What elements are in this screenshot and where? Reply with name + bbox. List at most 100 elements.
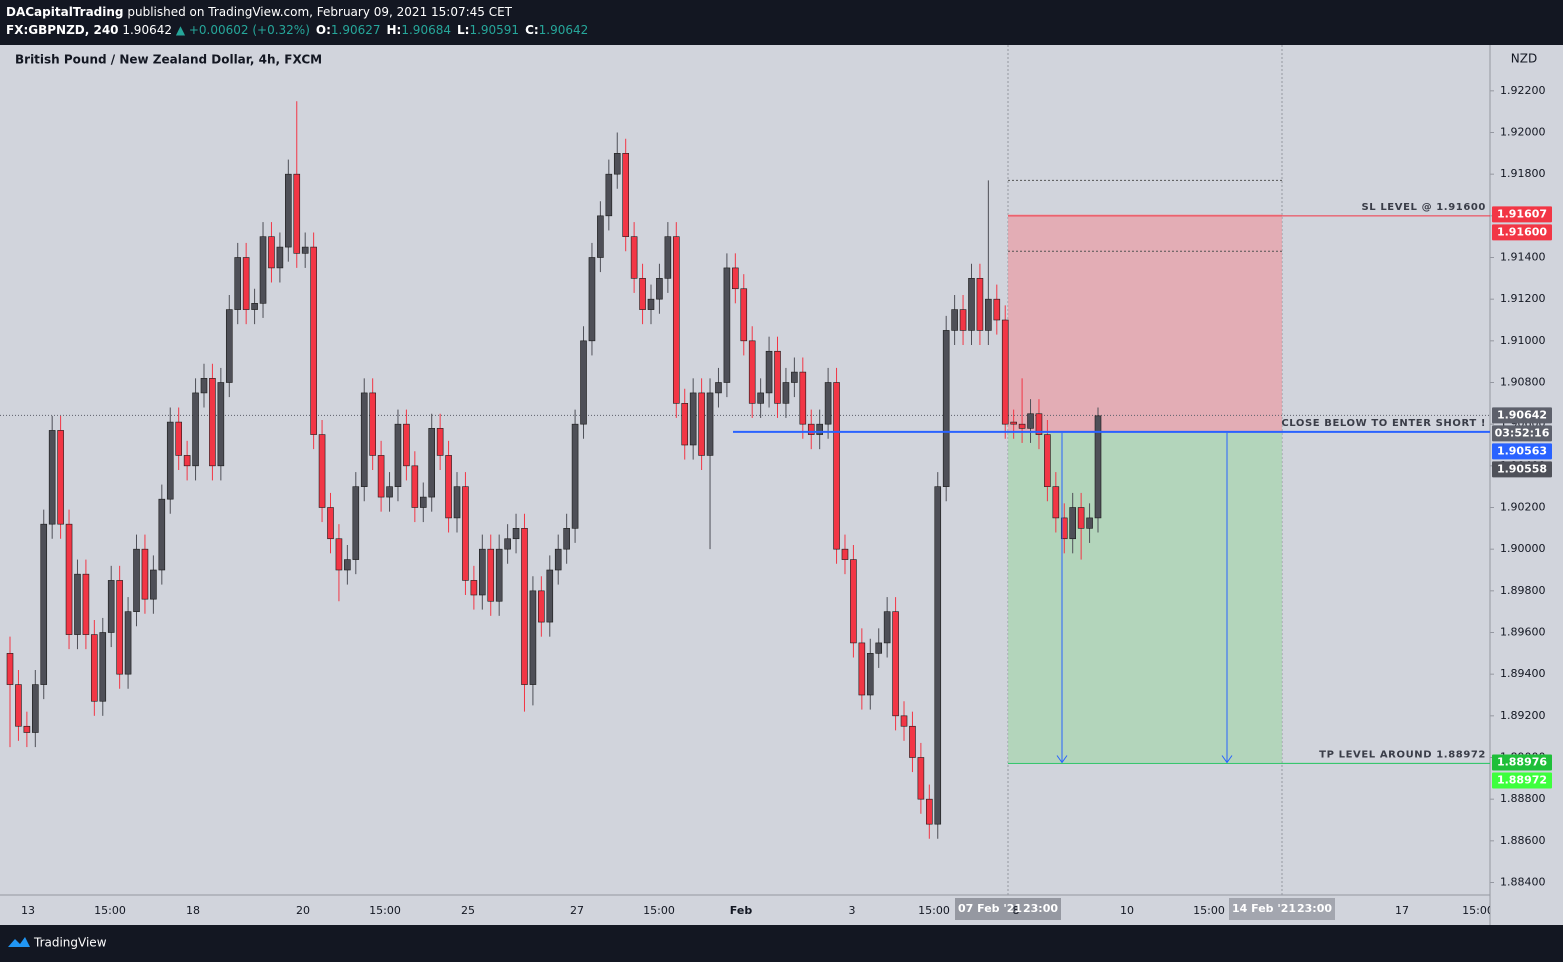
- x-tick-label: 10: [1120, 904, 1134, 917]
- candle-body: [774, 350, 781, 404]
- candle-body: [504, 538, 511, 550]
- candle-body: [630, 236, 638, 279]
- candle-body: [807, 423, 815, 435]
- candle-body: [462, 486, 469, 581]
- candle-body: [183, 455, 191, 467]
- candle-body: [959, 309, 967, 331]
- candle-body: [386, 486, 393, 498]
- candle-body: [1052, 486, 1060, 519]
- y-tick-label: 1.91400: [1500, 251, 1546, 264]
- candle-body: [133, 548, 140, 612]
- symbol: FX:GBPNZD, 240: [6, 23, 119, 37]
- candle-body: [327, 507, 334, 540]
- candle-body: [850, 559, 857, 644]
- x-tick-label: 27: [570, 904, 584, 917]
- candle-body: [276, 246, 284, 269]
- candle-body: [344, 559, 351, 571]
- field-label: L:: [457, 23, 469, 37]
- x-tick-label: 18: [186, 904, 200, 917]
- price-label: 1.90563: [1497, 444, 1547, 457]
- time-axis: 13 15:00 18 20 15:00 25 27 15:00 Feb 3 15:00 8 10 15:…: [21, 898, 1494, 920]
- candle-body: [580, 340, 587, 425]
- candle-body: [192, 392, 199, 467]
- candle-body: [1044, 434, 1051, 487]
- x-tick-label: 15:00: [1462, 904, 1494, 917]
- arrow-head: [1056, 755, 1068, 764]
- x-tick-label: Feb: [730, 904, 753, 917]
- candle-body: [124, 611, 132, 675]
- x-tick-label: 15:00: [94, 904, 126, 917]
- candle-body: [15, 684, 22, 727]
- time-marker-box: [955, 898, 1061, 920]
- candle-body: [419, 496, 427, 508]
- candle-body: [116, 580, 123, 675]
- candle-body: [892, 611, 899, 717]
- level-annotation: TP LEVEL AROUND 1.88972: [1319, 749, 1486, 760]
- field-label: H:: [387, 23, 402, 37]
- price-label: 1.91600: [1497, 225, 1547, 238]
- candle-body: [310, 246, 317, 435]
- field-value: 1.90642: [539, 23, 589, 37]
- candle-body: [833, 382, 840, 550]
- candle-body: [301, 246, 309, 254]
- candle-body: [757, 392, 764, 404]
- stop-zone: [1008, 214, 1282, 433]
- candle-body: [82, 573, 90, 635]
- field-label: O:: [316, 23, 331, 37]
- candle-body: [512, 528, 520, 540]
- candle-body: [841, 548, 849, 560]
- y-tick-label: 1.88800: [1500, 792, 1546, 805]
- y-tick-label: 1.91200: [1500, 292, 1546, 305]
- candle-body: [816, 423, 823, 435]
- candle-body: [993, 298, 1001, 321]
- price-label: 1.88972: [1497, 774, 1547, 787]
- candle-body: [1001, 319, 1009, 425]
- candle-body: [360, 392, 368, 487]
- candle-body: [571, 423, 579, 529]
- y-tick-label: 1.89400: [1500, 667, 1546, 680]
- candle-body: [706, 392, 714, 456]
- candle-body: [909, 725, 916, 758]
- published: published on TradingView.com, February 0…: [127, 5, 512, 19]
- y-axis-label: NZD: [1511, 52, 1537, 66]
- candle-body: [293, 173, 301, 254]
- footer-bar: [0, 925, 1563, 962]
- candle-body: [394, 423, 402, 487]
- price-label-box: [1492, 443, 1552, 460]
- candle-body: [99, 632, 107, 702]
- last: 1.90642: [122, 23, 172, 37]
- candle-body: [259, 236, 267, 304]
- candle-body: [150, 569, 157, 600]
- price-label: 1.90558: [1497, 462, 1547, 475]
- price-label-box: [1492, 461, 1552, 478]
- chart-background: [0, 45, 1563, 925]
- candle-body: [858, 642, 866, 696]
- candle-body: [976, 278, 984, 331]
- candle-body: [740, 288, 748, 342]
- time-marker-date: 14 Feb '21: [1232, 902, 1296, 915]
- header-line-1: DACapitalTrading published on TradingVie…: [6, 5, 513, 19]
- field-value: 1.90591: [469, 23, 519, 37]
- candle-body: [48, 430, 56, 525]
- candle-body: [521, 528, 528, 685]
- chart-title: British Pound / New Zealand Dollar, 4h, …: [15, 53, 322, 67]
- candle-body: [647, 298, 655, 310]
- y-tick-label: 1.90200: [1500, 501, 1546, 514]
- candle-body: [951, 309, 958, 331]
- candle-body: [107, 580, 115, 633]
- x-tick-label: 25: [461, 904, 475, 917]
- candle-body: [613, 153, 621, 175]
- y-tick-label: 1.88400: [1500, 876, 1546, 889]
- arrow-head: [1221, 755, 1233, 764]
- time-marker-time: 23:00: [1297, 902, 1332, 915]
- candle-body: [546, 569, 554, 623]
- price-label: 03:52:16: [1495, 426, 1550, 439]
- candle-body: [791, 371, 798, 383]
- plot-area: SL LEVEL @ 1.91600 CLOSE BELOW TO ENTER S…: [0, 45, 1490, 895]
- x-tick-label: 15:00: [643, 904, 675, 917]
- candle-body: [723, 267, 731, 383]
- time-marker-box: [1229, 898, 1335, 920]
- candle-body: [681, 403, 689, 446]
